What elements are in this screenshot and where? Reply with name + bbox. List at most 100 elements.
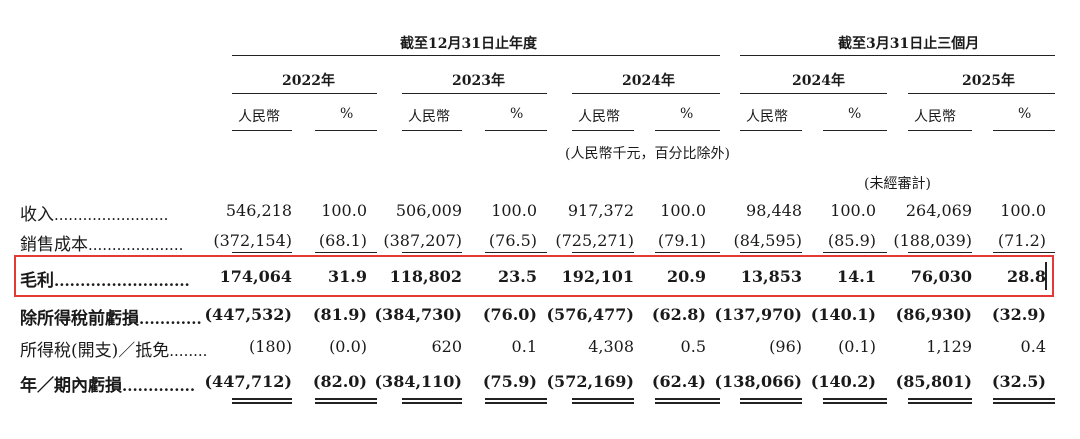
group-rule-quarter [740,55,1055,56]
col-header-rmb: 人民幣 [578,109,620,125]
table-cell: 917,372 [567,201,634,220]
total-double-rule [485,402,547,404]
total-double-rule [993,398,1055,400]
group-header-quarter: 截至3月31日止三個月 [838,36,980,52]
subtotal-rule [402,252,462,253]
col-rule [485,130,547,131]
table-cell: 620 [431,337,462,356]
year-rule-2023 [402,93,547,94]
subtotal-rule [315,252,377,253]
leader-dots: .......................... [54,272,190,290]
subtotal-rule [232,252,292,253]
col-rule [823,130,887,131]
subtotal-rule [740,252,802,253]
leader-dots: .................... [88,236,184,254]
table-cell: 20.9 [667,267,706,286]
table-cell: 1,129 [926,337,972,356]
leader-dots: ............ [139,310,202,328]
table-cell: (85,801) [895,372,972,391]
leader-dots: ........................ [54,206,169,224]
col-header-rmb: 人民幣 [408,109,450,125]
table-cell: 100.0 [830,201,876,220]
subtotal-rule [655,252,720,253]
table-cell: 23.5 [498,267,537,286]
col-header-rmb: 人民幣 [914,109,956,125]
total-double-rule [908,398,972,400]
table-cell: 264,069 [905,201,972,220]
table-cell: 31.9 [328,267,367,286]
total-double-rule [823,398,887,400]
row-label-text: 所得稅(開支)／抵免 [20,341,170,361]
table-cell: (447,532) [204,305,292,324]
table-cell: (0.0) [329,337,367,356]
table-cell: 506,009 [395,201,462,220]
table-cell: (180) [248,337,292,356]
row-label-text: 收入 [20,205,54,225]
total-double-rule [572,402,634,404]
col-rule [655,130,720,131]
table-cell: (32.9) [991,305,1046,324]
row-label-text: 除所得稅前虧損 [20,309,139,329]
year-header-2025-q: 2025年 [962,73,1015,89]
col-rule [908,130,972,131]
row-label: 銷售成本.................... [20,230,183,255]
col-rule [740,130,802,131]
table-cell: 14.1 [837,267,876,286]
table-cell: (576,477) [546,305,634,324]
col-rule [232,130,292,131]
table-cell: (447,712) [204,372,292,391]
row-label: 年／期內虧損.............. [20,371,195,396]
highlight-box [14,255,1054,297]
group-header-year: 截至12月31日止年度 [400,36,537,52]
year-rule-2024 [572,93,720,94]
subtotal-rule [993,252,1055,253]
group-rule-year [232,55,720,56]
table-cell: 76,030 [910,267,972,286]
subtotal-rule [572,252,634,253]
table-cell: (79.1) [657,231,706,250]
table-cell: (572,169) [546,372,634,391]
table-cell: (76.0) [482,305,537,324]
table-cell: (384,730) [374,305,462,324]
table-cell: 546,218 [225,201,292,220]
table-cell: 0.4 [1020,337,1046,356]
total-double-rule [315,402,377,404]
col-header-rmb: 人民幣 [746,109,788,125]
unit-note: (人民幣千元，百分比除外) [565,146,730,162]
table-cell: 100.0 [1000,201,1046,220]
table-cell: 13,853 [740,267,802,286]
table-cell: (140.2) [810,372,876,391]
total-double-rule [740,398,802,400]
row-label: 所得稅(開支)／抵免........ [20,336,207,361]
table-cell: 0.1 [511,337,537,356]
row-label-text: 毛利 [20,271,54,291]
table-cell: (76.5) [488,231,537,250]
table-cell: 98,448 [746,201,802,220]
table-cell: (62.4) [651,372,706,391]
col-header-pct: % [848,106,862,122]
table-cell: (137,970) [714,305,802,324]
table-cell: 100.0 [660,201,706,220]
table-cell: 118,802 [389,267,462,286]
year-header-2022: 2022年 [282,73,335,89]
year-header-2024: 2024年 [622,73,675,89]
table-cell: (96) [769,337,802,356]
table-cell: 4,308 [588,337,634,356]
row-label: 毛利.......................... [20,266,190,291]
table-cell: (140.1) [810,305,876,324]
col-header-pct: % [680,106,694,122]
col-header-pct: % [510,106,524,122]
table-cell: (84,595) [733,231,802,250]
row-label-text: 年／期內虧損 [20,376,122,396]
total-double-rule [823,402,887,404]
subtotal-rule [908,252,972,253]
total-double-rule [655,398,720,400]
leader-dots: .............. [122,377,196,395]
total-double-rule [402,402,462,404]
table-cell: (75.9) [482,372,537,391]
row-label-text: 銷售成本 [20,235,88,255]
total-double-rule [402,398,462,400]
table-cell: (85.9) [827,231,876,250]
table-cell: (387,207) [383,231,462,250]
table-cell: 192,101 [561,267,634,286]
